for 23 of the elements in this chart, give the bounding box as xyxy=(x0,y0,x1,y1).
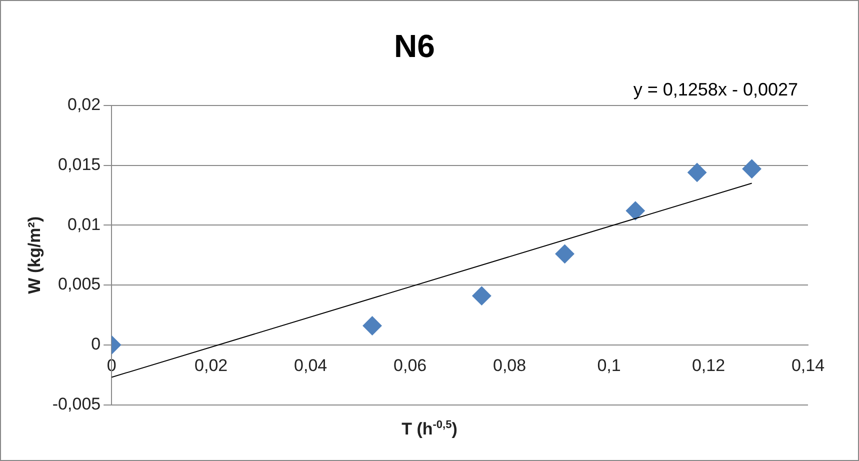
point xyxy=(742,159,762,178)
point xyxy=(626,201,645,220)
x-tick-label: 0,06 xyxy=(394,356,427,375)
point xyxy=(555,244,574,264)
y-tick-label: 0 xyxy=(91,334,101,354)
point xyxy=(688,162,707,182)
chart-title: N6 xyxy=(394,28,435,64)
y-tick-label: 0,015 xyxy=(58,154,101,174)
x-tick-label: 0,1 xyxy=(597,356,621,375)
y-tick-label: 0,005 xyxy=(58,274,101,294)
point xyxy=(362,316,382,336)
text: y = 0,1258x - 0,0027 xyxy=(633,79,798,100)
y-tick-label: 0,01 xyxy=(68,214,101,234)
y-tick-label: 0,02 xyxy=(68,95,101,114)
point xyxy=(472,286,492,306)
y-axis-title: W (kg/m²) xyxy=(24,216,44,294)
x-tick-label: 0,04 xyxy=(294,356,328,375)
x-tick-label: 0,14 xyxy=(791,356,825,375)
x-tick-label: 0,12 xyxy=(692,356,726,375)
x-tick-label: 0,02 xyxy=(194,356,228,375)
x-tick-label: 0,08 xyxy=(492,356,526,375)
x-axis-title: T (h$^{-0,5}$) xyxy=(400,419,458,440)
y-tick-label: -0,005 xyxy=(52,394,101,414)
